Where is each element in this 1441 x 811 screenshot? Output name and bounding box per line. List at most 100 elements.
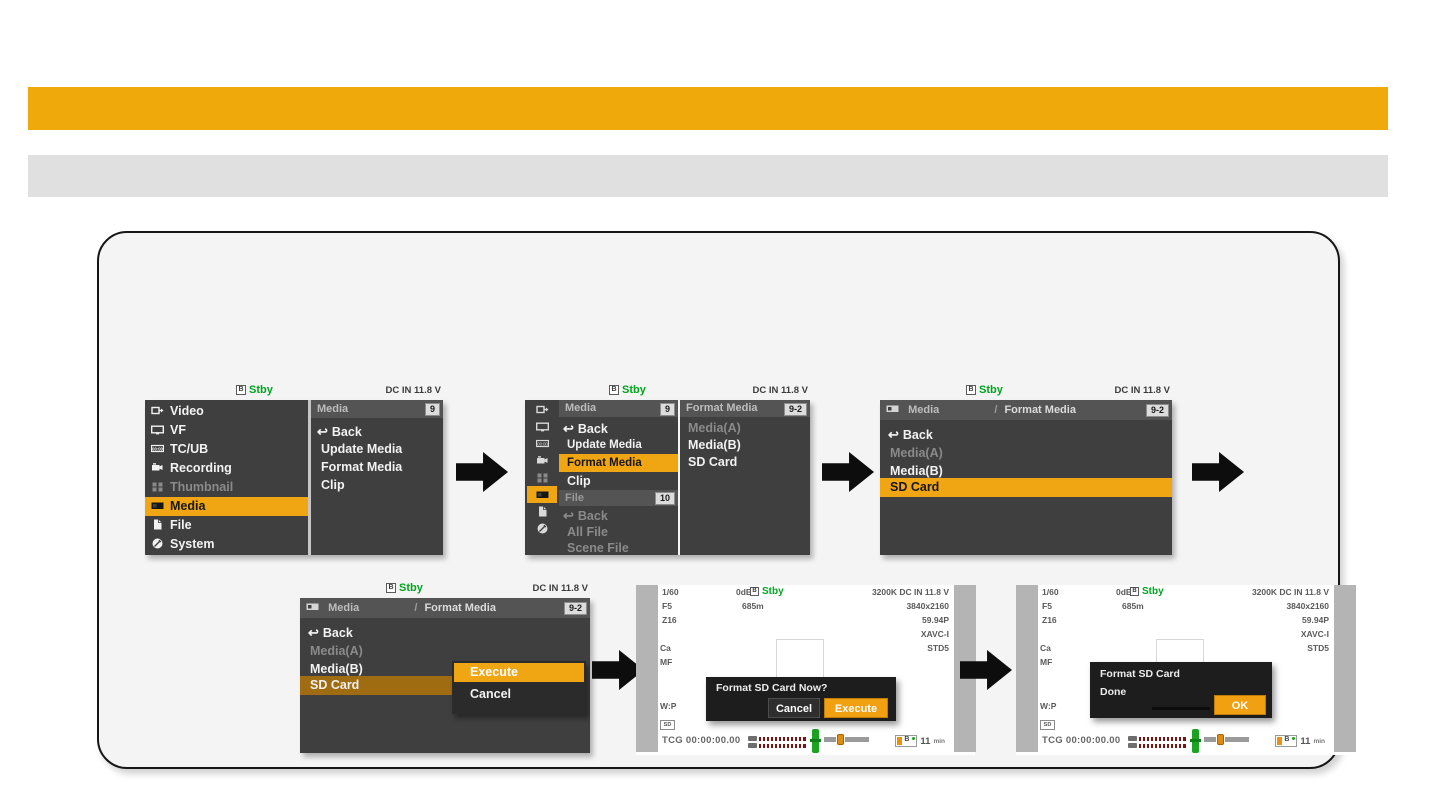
video-icon[interactable] (527, 401, 557, 418)
vf-icon[interactable] (527, 418, 557, 435)
tcub-icon[interactable] (527, 435, 557, 452)
option-sd-card[interactable]: SD Card (688, 455, 738, 469)
format-done-dialog: Format SD Card Done OK (1090, 662, 1272, 718)
ok-button[interactable]: OK (1214, 695, 1266, 715)
gamma-value: STD5 (1307, 643, 1329, 653)
stby-indicator: Stby (979, 384, 1003, 396)
panel-header: Media 9 (559, 400, 678, 417)
audio-level-meters (1128, 736, 1186, 750)
zoom-position: Z16 (662, 615, 677, 625)
focus-assist-indicator (810, 729, 821, 753)
focus-position-slider[interactable] (824, 734, 869, 745)
submenu-clip[interactable]: Clip (567, 474, 591, 488)
back-icon: ↩ (888, 427, 899, 442)
sd-card-badge: SD (660, 720, 675, 730)
wb-value: 3200K (871, 587, 898, 597)
system-icon (151, 537, 164, 550)
remaining-value: 11 (1300, 735, 1311, 747)
back-icon: ↩ (563, 421, 574, 436)
execute-cancel-popup: Execute Cancel (452, 661, 586, 714)
slider-knob[interactable] (1217, 734, 1224, 745)
media-icon-selected[interactable] (527, 486, 557, 503)
submenu-format-media-selected[interactable]: Format Media (559, 454, 678, 472)
focus-position-slider[interactable] (1204, 734, 1249, 745)
sd-card-badge: SD (1040, 720, 1055, 730)
panel-badge: 10 (654, 491, 675, 505)
file-icon[interactable] (527, 503, 557, 520)
ch2-meter (759, 743, 806, 748)
thumbnail-icon (151, 480, 164, 493)
menu-item-vf[interactable]: VF (145, 421, 308, 440)
media-icon (151, 499, 164, 512)
left-gray-bar (636, 585, 658, 752)
wb-value: 3200K (1251, 587, 1278, 597)
stby-indicator: Stby (399, 582, 423, 594)
power-status: DC IN 11.8 V (899, 587, 949, 597)
panel-badge: 9 (424, 402, 440, 416)
submenu-clip[interactable]: Clip (321, 478, 345, 492)
media-slot-icon: B (750, 587, 759, 596)
submenu-update-media[interactable]: Update Media (321, 442, 403, 456)
submenu-file-back: ↩ Back (563, 508, 608, 523)
iris-value: F5 (1042, 601, 1052, 611)
zoom-position: Z16 (1042, 615, 1057, 625)
screen3-format-media-page: Media / Format Media 9-2 ↩ Back Media(A) … (880, 400, 1172, 555)
focus-mode: MF (660, 657, 673, 667)
option-media-b[interactable]: Media(B) (310, 662, 363, 676)
recording-icon (151, 461, 164, 474)
submenu-update-media[interactable]: Update Media (567, 439, 642, 451)
vf-icon (151, 423, 164, 436)
menu-item-video[interactable]: Video (145, 402, 308, 421)
popup-execute-button[interactable]: Execute (454, 663, 584, 682)
option-media-b[interactable]: Media(B) (890, 464, 943, 478)
power-status: DC IN 11.8 V (1114, 385, 1170, 396)
panel-title: Format Media (686, 402, 758, 414)
submenu-back[interactable]: ↩ Back (563, 421, 608, 436)
breadcrumb-separator: / (994, 404, 998, 416)
status-bar: B Stby DC IN 11.8 V (145, 384, 443, 398)
dialog-status: Done (1100, 686, 1127, 698)
framerate-value: 59.94P (1302, 615, 1329, 625)
menu-item-system[interactable]: System (145, 535, 308, 554)
timecode: TCG 00:00:00.00 (662, 735, 741, 746)
shutter-value: 1/60 (1042, 587, 1059, 597)
ch1-meter (759, 736, 806, 741)
system-icon[interactable] (527, 520, 557, 537)
menu-item-tcub[interactable]: TC/UB (145, 440, 308, 459)
media-icon (886, 402, 899, 415)
menu-item-file[interactable]: File (145, 516, 308, 535)
submenu-format-media[interactable]: Format Media (321, 460, 403, 474)
cancel-button[interactable]: Cancel (768, 698, 820, 718)
back-icon: ↩ (563, 508, 574, 523)
option-media-a: Media(A) (310, 644, 363, 658)
focus-distance: 685m (742, 601, 764, 611)
shutter-value: 1/60 (662, 587, 679, 597)
option-back[interactable]: ↩ Back (888, 427, 933, 442)
recording-icon[interactable] (527, 452, 557, 469)
slider-knob[interactable] (837, 734, 844, 745)
screen6-liveview-done: 1/60 0dB B Stby 3200K DC IN 11.8 V F5 68… (1016, 585, 1356, 755)
option-media-b[interactable]: Media(B) (688, 438, 741, 452)
execute-button[interactable]: Execute (824, 698, 888, 718)
option-sd-card-selected[interactable]: SD Card (880, 478, 1172, 497)
option-sd-card-focused[interactable]: SD Card (300, 676, 452, 695)
panel-title: File (565, 492, 584, 504)
menu-scrollbar[interactable] (308, 400, 311, 555)
media-slot-icon: B (1130, 587, 1139, 596)
wp-indicator: W:P (660, 701, 677, 711)
power-status: DC IN 11.8 V (752, 385, 808, 396)
menu-item-media-selected[interactable]: Media (145, 497, 308, 516)
ch2-label (1128, 743, 1137, 748)
submenu-back[interactable]: ↩ Back (317, 424, 362, 439)
popup-cancel-button[interactable]: Cancel (470, 687, 511, 701)
option-back[interactable]: ↩ Back (308, 625, 353, 640)
breadcrumb-header: Media / Format Media 9-2 (300, 598, 590, 618)
menu-item-recording[interactable]: Recording (145, 459, 308, 478)
panel-badge: 9-2 (1145, 403, 1169, 417)
gain-value: 0dB (736, 587, 753, 597)
breadcrumb-header: Media / Format Media 9-2 (880, 400, 1172, 420)
media-icon (306, 600, 319, 613)
panel-title: Media (565, 402, 597, 414)
media-remaining: B 11 min (895, 735, 945, 747)
